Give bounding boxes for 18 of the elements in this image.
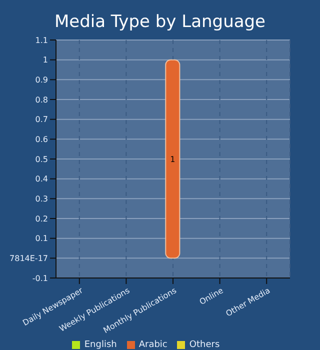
y-tick-label: 0.1 bbox=[35, 234, 48, 244]
legend-label: Arabic bbox=[138, 340, 168, 350]
legend-label: Others bbox=[189, 340, 220, 350]
data-label: 1 bbox=[170, 154, 176, 164]
y-tick-label: 7814E-17 bbox=[10, 254, 48, 264]
legend-label: English bbox=[84, 340, 117, 350]
chart-title: Media Type by Language bbox=[53, 12, 267, 32]
y-tick-label: 0.7 bbox=[35, 115, 48, 124]
y-tick-label: 0.5 bbox=[35, 154, 48, 164]
y-tick-label: 1 bbox=[42, 56, 48, 65]
y-tick-label: 0.3 bbox=[35, 194, 48, 204]
y-tick-label: 0.9 bbox=[35, 76, 48, 85]
y-tick-label: -0.1 bbox=[32, 274, 48, 283]
y-tick-label: 0.6 bbox=[35, 135, 48, 144]
y-tick-label: 0.8 bbox=[35, 95, 48, 104]
y-tick-label: 0.4 bbox=[35, 174, 48, 184]
y-tick-label: 0.2 bbox=[35, 214, 48, 224]
y-tick-label: 1.1 bbox=[35, 36, 48, 45]
